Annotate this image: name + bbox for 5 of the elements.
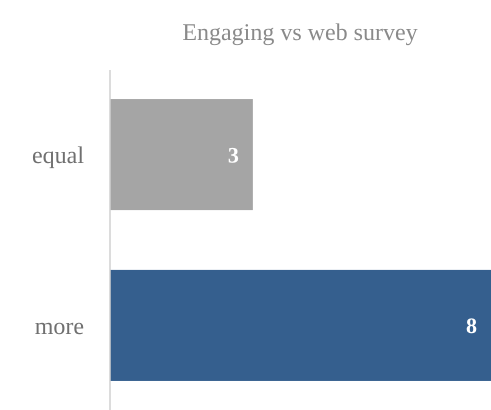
data-label: 8: [466, 313, 477, 338]
chart-title: Engaging vs web survey: [182, 20, 418, 46]
y-tick-label: equal: [32, 142, 84, 169]
y-tick-label: more: [34, 314, 84, 340]
data-label: 3: [228, 142, 239, 168]
